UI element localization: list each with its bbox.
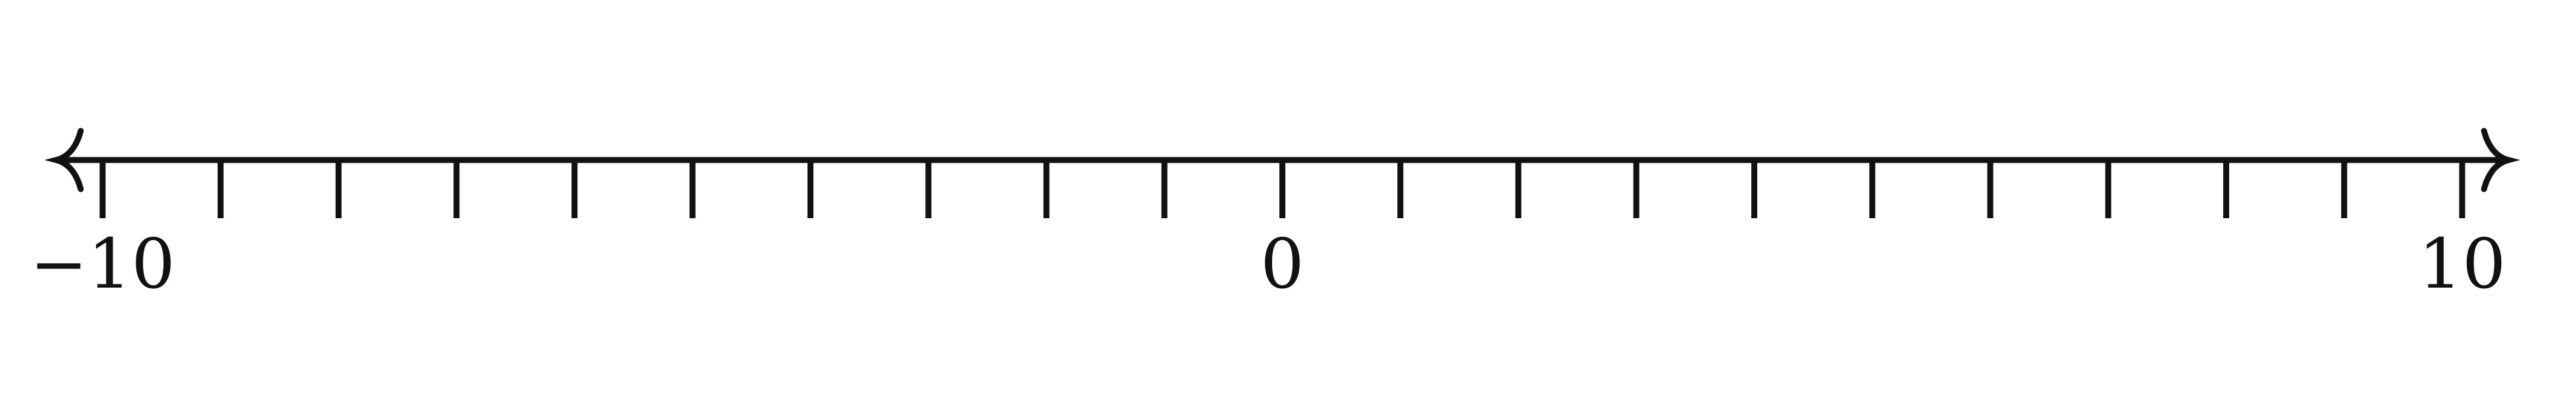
right-arrow-head [2481,128,2520,192]
tick-label: 0 [1260,223,1304,304]
tick-label: −10 [30,223,175,304]
left-arrow-head [44,128,84,192]
tick-label: 10 [2418,223,2506,304]
tick-labels: −10 0 10 [30,223,2506,304]
tick-marks [99,160,2465,218]
